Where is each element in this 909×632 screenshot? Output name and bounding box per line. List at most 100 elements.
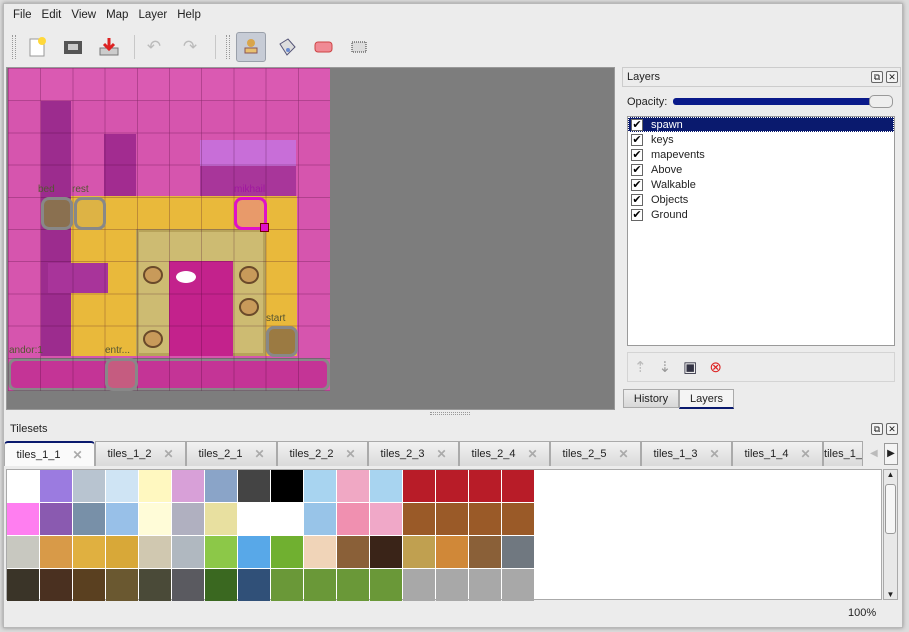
layer-row-objects[interactable]: ✔ Objects [628, 192, 894, 207]
splitter-handle[interactable] [430, 412, 470, 415]
tile-swatch[interactable] [502, 470, 534, 502]
scroll-down-icon[interactable]: ▼ [886, 590, 895, 599]
tile-swatch[interactable] [238, 569, 270, 601]
object-entr[interactable] [105, 358, 138, 391]
close-tab-icon[interactable]: ✕ [345, 447, 356, 461]
tile-swatch[interactable] [106, 470, 138, 502]
tile-swatch[interactable] [172, 569, 204, 601]
close-tab-icon[interactable]: ✕ [527, 447, 538, 461]
layer-row-mapevents[interactable]: ✔ mapevents [628, 147, 894, 162]
toolbar-grip[interactable] [226, 34, 230, 59]
tile-swatch[interactable] [403, 503, 435, 535]
tile-swatch[interactable] [139, 503, 171, 535]
tile-swatch[interactable] [469, 503, 501, 535]
tile-swatch[interactable] [271, 503, 303, 535]
tab-tiles_2_3[interactable]: tiles_2_3 ✕ [368, 441, 459, 466]
tab-tiles_2_4[interactable]: tiles_2_4 ✕ [459, 441, 550, 466]
tile-swatch[interactable] [139, 569, 171, 601]
layer-row-spawn[interactable]: ✔ spawn [628, 117, 894, 132]
tile-swatch[interactable] [106, 569, 138, 601]
tile-swatch[interactable] [139, 470, 171, 502]
map-canvas[interactable]: bed rest mikhail start andor:1 entr... [8, 68, 330, 391]
menu-help[interactable]: Help [177, 9, 201, 21]
bottom-object[interactable] [8, 358, 330, 391]
tile-swatch[interactable] [337, 470, 369, 502]
tile-swatch[interactable] [106, 536, 138, 568]
close-icon[interactable]: ✕ [886, 71, 898, 83]
scroll-up-icon[interactable]: ▲ [886, 470, 895, 479]
open-icon[interactable] [58, 32, 88, 62]
layer-row-ground[interactable]: ✔ Ground [628, 207, 894, 222]
tile-swatch[interactable] [73, 536, 105, 568]
tile-swatch[interactable] [436, 536, 468, 568]
object-start[interactable] [266, 326, 298, 357]
toolbar-grip[interactable] [12, 34, 16, 59]
tile-swatch[interactable] [40, 503, 72, 535]
tile-swatch[interactable] [502, 536, 534, 568]
opacity-slider-handle[interactable] [869, 95, 893, 108]
menu-view[interactable]: View [71, 9, 97, 21]
tile-swatch[interactable] [304, 536, 336, 568]
tab-tiles_1[interactable]: tiles_1_ [823, 441, 863, 466]
rectangle-select-icon[interactable] [344, 32, 374, 62]
tab-history[interactable]: History [623, 389, 679, 408]
layer-row-above[interactable]: ✔ Above [628, 162, 894, 177]
close-tab-icon[interactable]: ✕ [72, 447, 83, 462]
tile-swatch[interactable] [271, 569, 303, 601]
tile-swatch[interactable] [304, 470, 336, 502]
scroll-tabs-right-icon[interactable]: ▶ [884, 443, 898, 465]
object-rest[interactable] [74, 197, 106, 230]
float-icon[interactable]: ⧉ [871, 71, 883, 83]
tab-tiles_1_4[interactable]: tiles_1_4 ✕ [732, 441, 823, 466]
visibility-checkbox[interactable]: ✔ [631, 193, 643, 206]
tab-tiles_1_3[interactable]: tiles_1_3 ✕ [641, 441, 732, 466]
tab-tiles_1_1[interactable]: tiles_1_1 ✕ [4, 441, 95, 466]
new-file-icon[interactable] [22, 32, 52, 62]
tile-swatch[interactable] [436, 503, 468, 535]
tile-swatch[interactable] [238, 536, 270, 568]
close-tab-icon[interactable]: ✕ [709, 447, 720, 461]
tile-swatch[interactable] [403, 470, 435, 502]
close-tab-icon[interactable]: ✕ [254, 447, 265, 461]
tile-swatch[interactable] [172, 503, 204, 535]
visibility-checkbox[interactable]: ✔ [631, 148, 643, 161]
save-icon[interactable] [94, 32, 124, 62]
close-tab-icon[interactable]: ✕ [163, 447, 174, 461]
tile-swatch[interactable] [304, 503, 336, 535]
tile-swatch[interactable] [271, 536, 303, 568]
visibility-checkbox[interactable]: ✔ [631, 208, 643, 221]
undo-icon[interactable]: ↶ [146, 36, 162, 56]
tile-swatch[interactable] [172, 470, 204, 502]
menu-file[interactable]: File [13, 9, 32, 21]
tile-swatch[interactable] [7, 569, 39, 601]
tab-layers[interactable]: Layers [679, 389, 734, 409]
eraser-icon[interactable] [308, 32, 338, 62]
tile-swatch[interactable] [370, 536, 402, 568]
visibility-checkbox[interactable]: ✔ [631, 178, 643, 191]
tile-swatch[interactable] [40, 536, 72, 568]
tile-swatch[interactable] [205, 470, 237, 502]
opacity-slider[interactable] [673, 98, 893, 105]
tile-swatch[interactable] [370, 503, 402, 535]
scrollbar-thumb[interactable] [885, 484, 896, 534]
tile-swatch[interactable] [73, 470, 105, 502]
tile-swatch[interactable] [7, 470, 39, 502]
redo-icon[interactable]: ↷ [182, 36, 198, 56]
tile-swatch[interactable] [304, 569, 336, 601]
tile-swatch[interactable] [238, 470, 270, 502]
duplicate-layer-icon[interactable]: ▣ [683, 359, 698, 376]
tile-swatch[interactable] [436, 569, 468, 601]
menu-map[interactable]: Map [106, 9, 129, 21]
resize-handle[interactable] [260, 223, 269, 232]
float-icon[interactable]: ⧉ [871, 423, 883, 435]
tile-swatch[interactable] [271, 470, 303, 502]
scroll-tabs-left-icon[interactable]: ◀ [870, 448, 878, 459]
visibility-checkbox[interactable]: ✔ [631, 163, 643, 176]
close-tab-icon[interactable]: ✕ [618, 447, 629, 461]
tile-swatch[interactable] [469, 569, 501, 601]
tile-swatch[interactable] [469, 470, 501, 502]
tile-swatch[interactable] [502, 503, 534, 535]
visibility-checkbox[interactable]: ✔ [631, 118, 643, 131]
tile-swatch[interactable] [172, 536, 204, 568]
stamp-brush-icon[interactable] [236, 31, 266, 62]
